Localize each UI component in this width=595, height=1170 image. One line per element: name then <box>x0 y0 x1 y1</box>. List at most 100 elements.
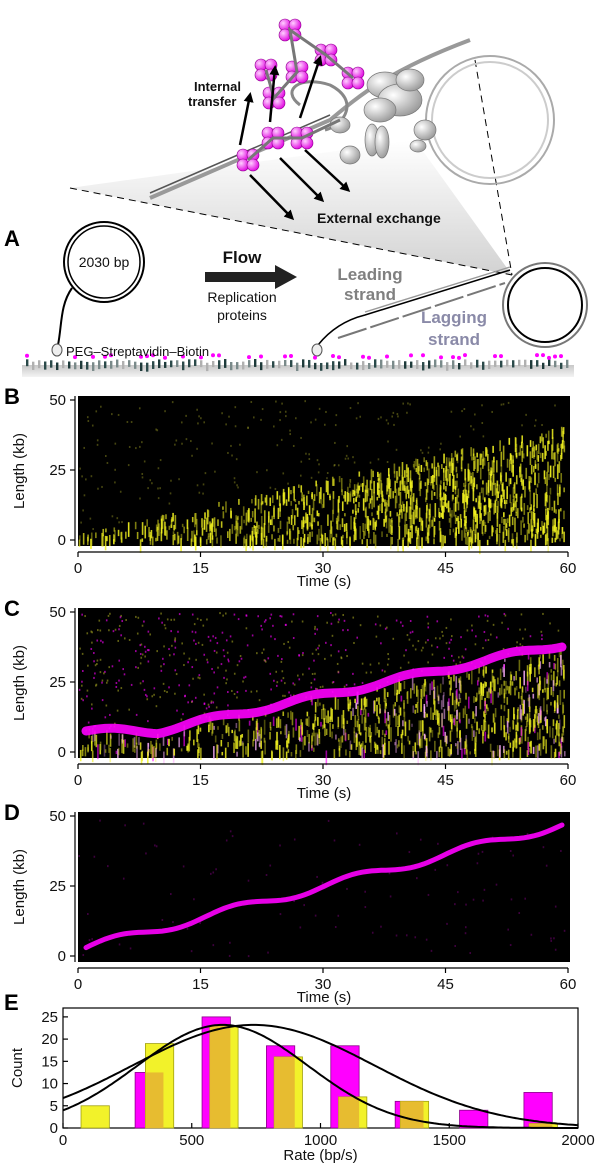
signal-speck <box>210 523 212 531</box>
signal-speck <box>503 749 506 759</box>
signal-speck <box>519 467 521 478</box>
signal-speck <box>271 515 274 526</box>
surface-molecule <box>140 362 143 372</box>
signal-speck <box>515 731 518 743</box>
signal-speck <box>439 683 442 693</box>
signal-speck <box>230 444 232 447</box>
signal-speck <box>454 486 457 490</box>
signal-speck <box>556 720 558 736</box>
signal-speck <box>196 729 198 742</box>
signal-speck <box>512 487 515 498</box>
signal-speck <box>211 535 214 540</box>
signal-speck <box>291 620 293 623</box>
internal-label-1: Internal <box>194 79 241 94</box>
signal-speck <box>146 695 148 698</box>
signal-speck <box>381 669 384 672</box>
signal-speck <box>364 906 367 909</box>
signal-speck <box>172 531 175 536</box>
signal-speck <box>538 683 540 696</box>
signal-speck <box>389 488 392 499</box>
signal-speck <box>226 723 229 733</box>
signal-speck <box>384 670 386 673</box>
signal-speck <box>337 914 340 917</box>
signal-speck <box>358 501 360 508</box>
signal-speck <box>373 531 375 544</box>
signal-speck <box>271 534 273 540</box>
signal-speck <box>553 709 556 713</box>
signal-speck <box>558 509 560 523</box>
signal-speck <box>273 425 275 428</box>
signal-speck <box>384 508 387 514</box>
signal-speck <box>443 692 445 697</box>
signal-speck <box>352 492 355 497</box>
signal-speck <box>82 509 84 512</box>
external-exchange-arrow-1 <box>249 174 295 221</box>
signal-speck <box>490 503 493 508</box>
signal-speck <box>450 618 452 621</box>
signal-speck <box>329 495 331 501</box>
signal-speck <box>415 751 417 755</box>
signal-speck <box>118 733 120 746</box>
signal-speck <box>497 491 499 499</box>
signal-speck <box>550 937 552 940</box>
signal-speck <box>120 687 123 690</box>
signal-speck <box>547 440 549 451</box>
signal-speck <box>166 747 169 756</box>
signal-speck <box>468 718 470 724</box>
signal-speck <box>273 525 275 532</box>
surface-dot <box>331 353 335 358</box>
signal-speck <box>387 653 389 656</box>
signal-speck <box>257 529 259 534</box>
signal-speck <box>282 677 285 680</box>
signal-speck <box>505 750 508 755</box>
signal-speck <box>544 716 547 727</box>
biotin-bead-right <box>311 343 323 357</box>
signal-speck <box>318 729 320 739</box>
signal-speck <box>453 717 456 726</box>
signal-speck <box>391 526 393 535</box>
signal-speck <box>450 744 453 755</box>
signal-speck <box>417 751 420 766</box>
signal-speck <box>276 731 278 746</box>
signal-speck <box>472 448 475 457</box>
signal-speck <box>384 688 386 699</box>
signal-speck <box>377 471 379 478</box>
signal-speck <box>420 518 423 526</box>
signal-speck <box>491 727 493 733</box>
signal-speck <box>502 531 505 543</box>
signal-speck <box>421 684 424 699</box>
signal-speck <box>159 487 161 490</box>
signal-speck <box>436 751 438 759</box>
signal-speck <box>373 518 375 528</box>
signal-speck <box>546 471 548 486</box>
signal-speck <box>144 655 146 658</box>
signal-speck <box>256 471 258 474</box>
signal-speck <box>225 682 227 685</box>
signal-speck <box>459 514 462 520</box>
signal-speck <box>442 725 445 737</box>
signal-speck <box>536 709 538 723</box>
signal-speck <box>417 640 420 643</box>
signal-speck <box>186 745 188 751</box>
signal-speck <box>545 496 547 511</box>
signal-speck <box>360 483 362 487</box>
signal-speck <box>260 726 263 740</box>
signal-speck <box>482 532 484 536</box>
signal-speck <box>213 692 216 695</box>
surface-molecule <box>518 359 521 367</box>
surface-molecule <box>104 361 107 369</box>
signal-speck <box>528 475 530 490</box>
signal-speck <box>517 691 520 699</box>
surface-molecule <box>236 362 239 370</box>
signal-speck <box>105 681 108 684</box>
signal-speck <box>416 458 419 474</box>
signal-speck <box>446 502 448 509</box>
signal-speck <box>379 750 382 755</box>
signal-speck <box>480 682 482 694</box>
signal-speck <box>322 724 324 730</box>
signal-speck <box>316 688 318 691</box>
signal-speck <box>379 704 381 714</box>
signal-speck <box>168 502 171 505</box>
signal-speck <box>410 514 413 529</box>
signal-speck <box>180 748 183 752</box>
